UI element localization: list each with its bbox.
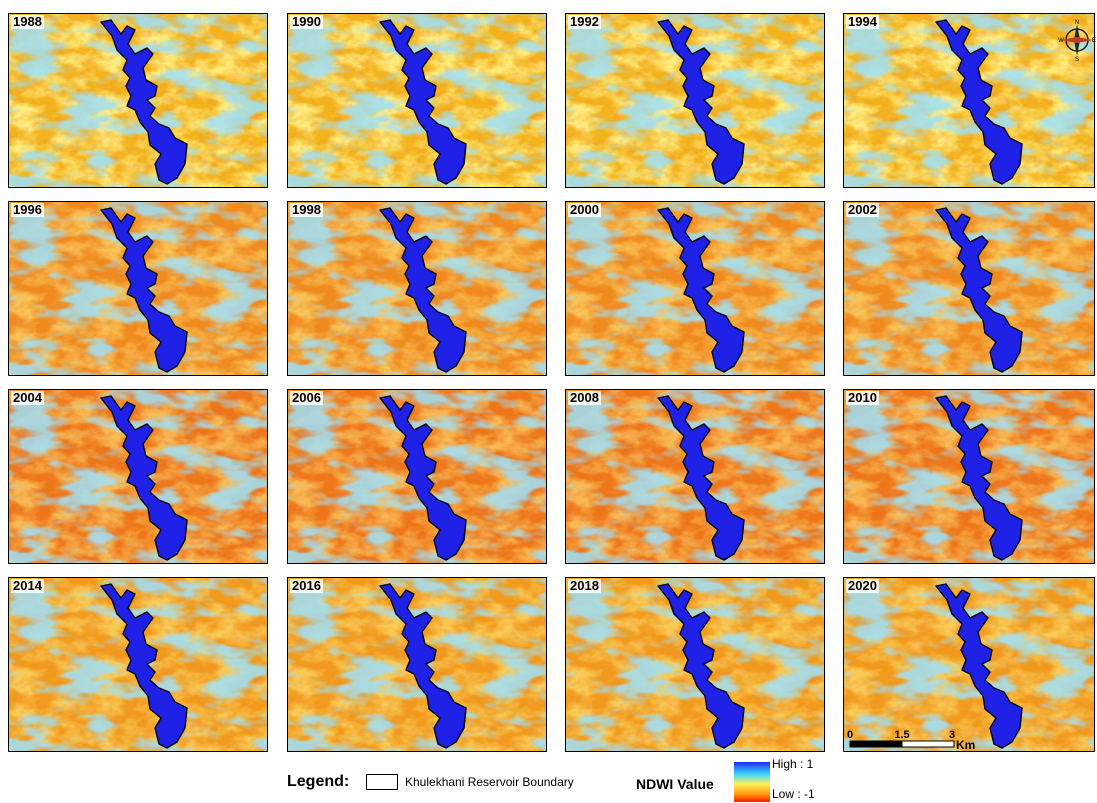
map-panel: 2004 [8,389,268,564]
boundary-swatch [366,774,398,790]
map-panel: 2006 [287,389,547,564]
map-panel: 2010 [843,389,1095,564]
ndwi-map [288,14,547,188]
map-panel: 1998 [287,201,547,376]
map-panel: 2000 [565,201,825,376]
ndwi-map [844,578,1095,752]
compass-w: W [1058,38,1064,44]
ndwi-map [9,578,268,752]
ndwi-high: High : 1 [772,757,813,771]
scale-label: 3 [949,729,955,741]
map-panel: 1990 [287,13,547,188]
north-arrow: N E S W [1058,18,1096,62]
page: 1988 1990 1992 1994 1996 1998 2000 2002 2004 2006… [0,0,1097,803]
panel-year: 1988 [11,15,44,29]
map-panel: 2020 [843,577,1095,752]
ndwi-map [288,202,547,376]
panel-year: 2002 [846,203,879,217]
map-panel: 1996 [8,201,268,376]
ndwi-map [9,390,268,564]
legend-title: Legend: [287,773,349,791]
panel-year: 2020 [846,579,879,593]
scale-segment [850,741,902,747]
panel-year: 1992 [568,15,601,29]
ndwi-map [566,14,825,188]
boundary-label: Khulekhani Reservoir Boundary [405,775,574,789]
panel-year: 2014 [11,579,44,593]
ndwi-map [844,202,1095,376]
map-panel: 2008 [565,389,825,564]
ndwi-map [844,390,1095,564]
compass-e: E [1092,38,1096,44]
panel-year: 1996 [11,203,44,217]
ndwi-title: NDWI Value [636,776,714,792]
panel-year: 1994 [846,15,879,29]
scale-label: 0 [847,729,853,741]
ndwi-map [288,578,547,752]
map-panel: 2016 [287,577,547,752]
map-panel: 1992 [565,13,825,188]
scale-segment [902,741,954,747]
ndwi-low: Low : -1 [772,787,815,801]
ndwi-map [9,14,268,188]
ndwi-map [566,202,825,376]
ndwi-ramp [734,762,770,802]
scale-label: 1.5 [894,729,909,741]
panel-year: 2006 [290,391,323,405]
panel-year: 2016 [290,579,323,593]
ndwi-map [566,578,825,752]
scale-unit: Km [956,738,975,752]
ndwi-map [9,202,268,376]
map-panel: 2018 [565,577,825,752]
panel-year: 2018 [568,579,601,593]
panel-year: 2010 [846,391,879,405]
compass-s: S [1075,57,1079,62]
scale-bar: 0 1.5 3 Km [844,728,984,752]
map-panel: 2014 [8,577,268,752]
panel-year: 2004 [11,391,44,405]
map-panel: 2002 [843,201,1095,376]
map-panel: 1988 [8,13,268,188]
panel-year: 1998 [290,203,323,217]
panel-year: 2008 [568,391,601,405]
ndwi-map [566,390,825,564]
ndwi-map [288,390,547,564]
compass-n: N [1075,20,1079,26]
panel-year: 1990 [290,15,323,29]
panel-year: 2000 [568,203,601,217]
